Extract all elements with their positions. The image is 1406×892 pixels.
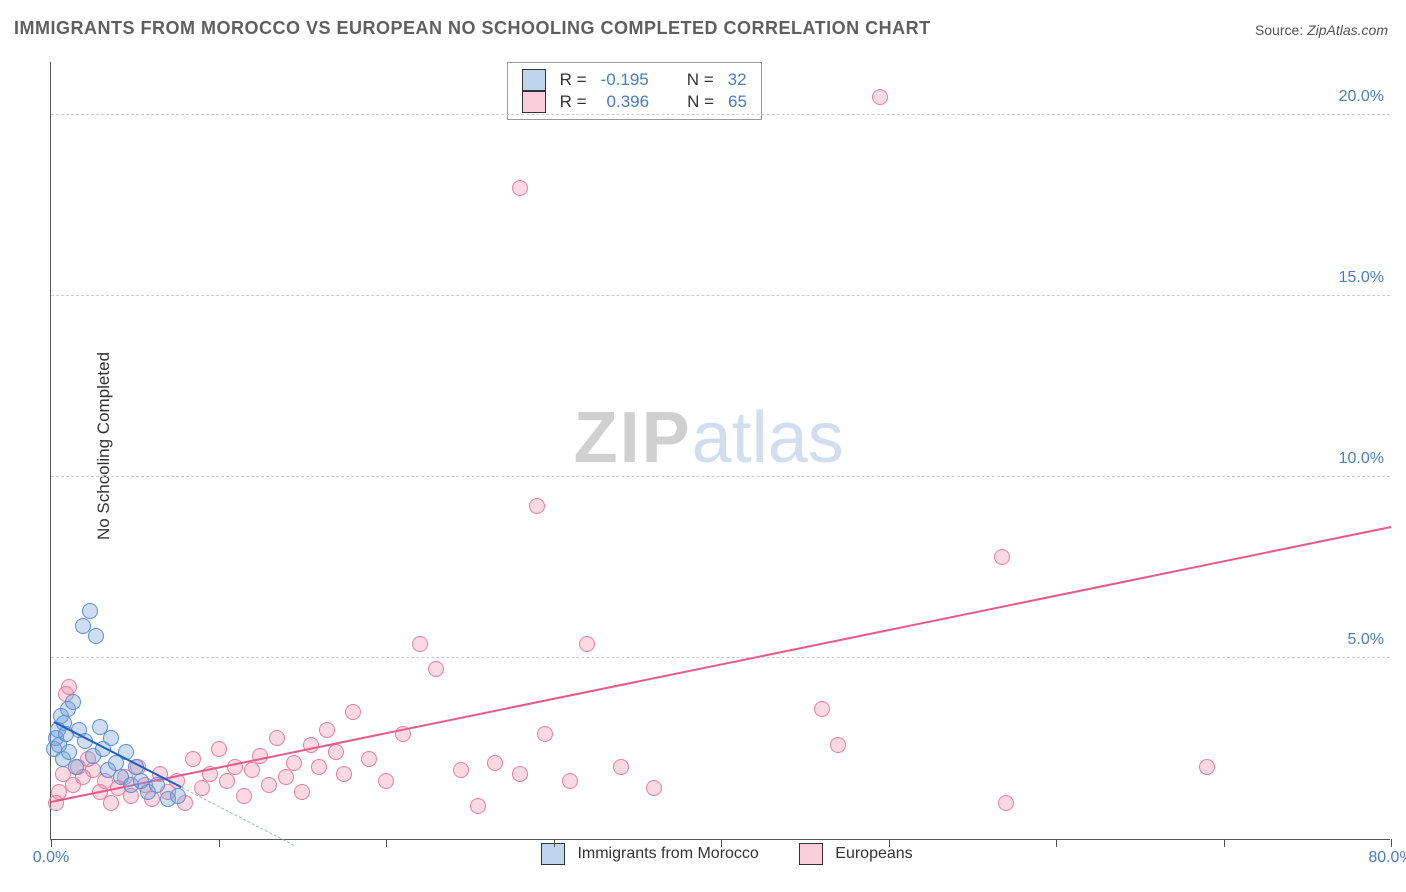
correlation-legend: R = -0.195 N = 32 R = 0.396 N = 65 [507,62,762,120]
data-point-pink [278,769,294,785]
data-point-pink [345,704,361,720]
xtick [219,839,220,847]
data-point-blue [103,730,119,746]
data-point-pink [236,788,252,804]
data-point-pink [103,795,119,811]
data-point-pink [328,744,344,760]
data-point-blue [75,618,91,634]
legend-item-pink: Europeans [799,843,913,865]
xtick [721,839,722,847]
data-point-pink [529,498,545,514]
gridline-h [51,295,1390,296]
legend-blue-n: 32 [728,70,747,90]
data-point-pink [378,773,394,789]
data-point-pink [1199,759,1215,775]
data-point-pink [286,755,302,771]
watermark-atlas: atlas [692,398,844,478]
watermark-zip: ZIP [574,398,692,478]
data-point-pink [211,741,227,757]
plot-area: ZIPatlas R = -0.195 N = 32 R = 0.396 N =… [50,62,1390,840]
legend-blue-label: Immigrants from Morocco [577,845,758,862]
data-point-pink [269,730,285,746]
legend-swatch-pink [799,843,823,865]
gridline-h [51,114,1390,115]
source-attribution: Source: ZipAtlas.com [1255,22,1388,38]
xtick-label: 80.0% [1368,849,1406,867]
data-point-pink [512,766,528,782]
legend-n-label: N = [687,92,714,112]
data-point-blue [82,603,98,619]
xtick [1056,839,1057,847]
data-point-pink [613,759,629,775]
data-point-pink [219,773,235,789]
data-point-pink [361,751,377,767]
xtick [386,839,387,847]
data-point-pink [998,795,1014,811]
gridline-h [51,657,1390,658]
data-point-pink [872,89,888,105]
legend-swatch-pink [522,91,546,113]
data-point-blue [65,694,81,710]
xtick [554,839,555,847]
xtick [889,839,890,847]
data-point-pink [470,798,486,814]
data-point-blue [68,759,84,775]
data-point-pink [579,636,595,652]
legend-pink-n: 65 [728,92,747,112]
legend-r-label: R = [560,70,587,90]
data-point-pink [512,180,528,196]
data-point-pink [487,755,503,771]
data-point-pink [244,762,260,778]
data-point-pink [261,777,277,793]
data-point-pink [830,737,846,753]
legend-pink-r: 0.396 [607,92,650,112]
source-label: Source: [1255,22,1303,38]
legend-row-blue: R = -0.195 N = 32 [522,69,747,91]
data-point-pink [61,679,77,695]
xtick-label: 0.0% [33,849,69,867]
ytick-label: 10.0% [1339,450,1384,468]
gridline-h [51,476,1390,477]
chart-title: IMMIGRANTS FROM MOROCCO VS EUROPEAN NO S… [14,18,931,39]
ytick-label: 15.0% [1339,269,1384,287]
data-point-pink [185,751,201,767]
legend-blue-r: -0.195 [601,70,649,90]
source-value: ZipAtlas.com [1307,22,1388,38]
data-point-pink [311,759,327,775]
xtick [51,839,52,847]
xtick [1224,839,1225,847]
data-point-pink [412,636,428,652]
data-point-pink [537,726,553,742]
data-point-pink [428,661,444,677]
legend-row-pink: R = 0.396 N = 65 [522,91,747,113]
data-point-pink [814,701,830,717]
legend-swatch-blue [522,69,546,91]
data-point-blue [88,628,104,644]
data-point-pink [336,766,352,782]
ytick-label: 5.0% [1348,631,1384,649]
watermark: ZIPatlas [574,397,844,479]
legend-n-label: N = [687,70,714,90]
data-point-pink [562,773,578,789]
ytick-label: 20.0% [1339,88,1384,106]
data-point-pink [994,549,1010,565]
data-point-pink [294,784,310,800]
data-point-pink [453,762,469,778]
legend-item-blue: Immigrants from Morocco [541,843,759,865]
xtick [1391,839,1392,847]
data-point-pink [646,780,662,796]
legend-pink-label: Europeans [835,845,912,862]
data-point-pink [319,722,335,738]
trendline-pink [51,526,1391,803]
legend-r-label: R = [560,92,587,112]
data-point-blue [149,777,165,793]
data-point-blue [170,788,186,804]
series-legend: Immigrants from Morocco Europeans [541,843,913,865]
